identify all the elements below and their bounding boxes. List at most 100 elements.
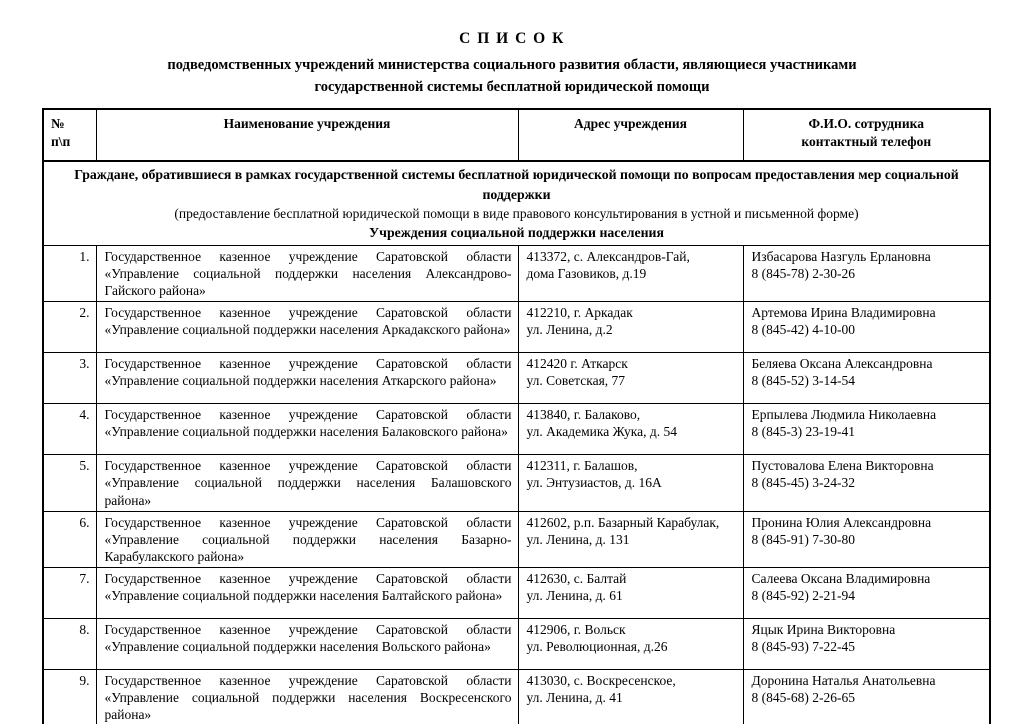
address-line-2: ул. Советская, 77 <box>526 373 626 389</box>
address-line-1: 412630, с. Балтай <box>526 571 627 587</box>
table-row: 8. Государственное казенное учреждение С… <box>42 618 991 671</box>
contact-info: Салеева Оксана Владимировна 8 (845-92) 2… <box>742 567 991 620</box>
contact-phone: 8 (845-45) 3-24-32 <box>751 475 855 491</box>
contact-info: Доронина Наталья Анатольевна 8 (845-68) … <box>742 669 991 724</box>
address-line-1: 413030, с. Воскресенское, <box>526 673 676 689</box>
institution-name: Государственное казенное учреждение Сара… <box>95 669 519 724</box>
contact-info: Артемова Ирина Владимировна 8 (845-42) 4… <box>742 301 991 354</box>
table-row: 1. Государственное казенное учреждение С… <box>42 244 991 303</box>
address-line-1: 412420 г. Аткарск <box>526 356 628 372</box>
address-line-2: дома Газовиков, д.19 <box>526 266 647 282</box>
institution-address: 413372, с. Александров-Гай, дома Газовик… <box>517 244 744 303</box>
header-institution-address: Адрес учреждения <box>517 108 744 162</box>
institution-address: 413840, г. Балаково, ул. Академика Жука,… <box>517 403 744 456</box>
header-institution-name: Наименование учреждения <box>95 108 519 162</box>
contact-info: Пронина Юлия Александровна 8 (845-91) 7-… <box>742 510 991 569</box>
section-subheading: Учреждения социальной поддержки населени… <box>369 225 664 241</box>
contact-info: Беляева Оксана Александровна 8 (845-52) … <box>742 352 991 405</box>
row-number: 6. <box>42 510 97 569</box>
institutions-table: № п\п Наименование учреждения Адрес учре… <box>42 108 991 724</box>
contact-phone: 8 (845-3) 23-19-41 <box>751 424 855 440</box>
table-row: 2. Государственное казенное учреждение С… <box>42 301 991 354</box>
institution-address: 412630, с. Балтай ул. Ленина, д. 61 <box>517 567 744 620</box>
contact-phone: 8 (845-93) 7-22-45 <box>751 639 855 655</box>
institution-name: Государственное казенное учреждение Сара… <box>95 567 519 620</box>
table-header-row: № п\п Наименование учреждения Адрес учре… <box>42 108 991 162</box>
contact-name: Доронина Наталья Анатольевна <box>751 673 936 689</box>
table-row: 9. Государственное казенное учреждение С… <box>42 669 991 724</box>
contact-phone: 8 (845-42) 4-10-00 <box>751 322 855 338</box>
section-header-row: Граждане, обратившиеся в рамках государс… <box>42 160 991 246</box>
institution-address: 412906, г. Вольск ул. Революционная, д.2… <box>517 618 744 671</box>
contact-name: Избасарова Назгуль Ерлановна <box>751 248 931 264</box>
row-number: 4. <box>42 403 97 456</box>
row-number: 2. <box>42 301 97 354</box>
table-row: 7. Государственное казенное учреждение С… <box>42 567 991 620</box>
table-row: 6. Государственное казенное учреждение С… <box>42 510 991 569</box>
address-line-2: ул. Энтузиастов, д. 16А <box>526 475 662 491</box>
address-line-1: 412602, р.п. Базарный Карабулак, <box>526 514 720 530</box>
contact-phone: 8 (845-78) 2-30-26 <box>751 266 855 282</box>
header-row-number: № п\п <box>42 108 97 162</box>
contact-name: Пустовалова Елена Викторовна <box>751 458 934 474</box>
institution-address: 412311, г. Балашов, ул. Энтузиастов, д. … <box>517 454 744 512</box>
table-row: 5. Государственное казенное учреждение С… <box>42 454 991 512</box>
document-title-block: С П И С О К подведомственных учреждений … <box>62 30 962 99</box>
contact-name: Беляева Оксана Александровна <box>751 356 933 372</box>
header-fio-line-1: Ф.И.О. сотрудника <box>808 116 924 131</box>
row-number: 3. <box>42 352 97 405</box>
institution-address: 412210, г. Аркадак ул. Ленина, д.2 <box>517 301 744 354</box>
institution-name: Государственное казенное учреждение Сара… <box>95 301 519 354</box>
address-line-1: 412906, г. Вольск <box>526 622 626 638</box>
address-line-1: 413840, г. Балаково, <box>526 407 641 423</box>
contact-name: Пронина Юлия Александровна <box>751 514 932 530</box>
subtitle-line-2: государственной системы бесплатной юриди… <box>314 78 710 95</box>
contact-phone: 8 (845-52) 3-14-54 <box>751 373 855 389</box>
row-number: 8. <box>42 618 97 671</box>
header-num-line-1: № <box>51 116 65 131</box>
contact-phone: 8 (845-68) 2-26-65 <box>751 690 855 706</box>
institution-name: Государственное казенное учреждение Сара… <box>95 454 519 512</box>
contact-phone: 8 (845-91) 7-30-80 <box>751 531 855 547</box>
address-line-1: 412311, г. Балашов, <box>526 458 638 474</box>
address-line-1: 412210, г. Аркадак <box>526 305 633 321</box>
contact-info: Избасарова Назгуль Ерлановна 8 (845-78) … <box>742 244 991 303</box>
institution-name: Государственное казенное учреждение Сара… <box>95 244 519 303</box>
contact-name: Яцык Ирина Викторовна <box>751 622 896 638</box>
document-title: С П И С О К <box>459 30 565 47</box>
row-number: 1. <box>42 244 97 303</box>
address-line-2: ул. Ленина, д.2 <box>526 322 613 338</box>
address-line-2: ул. Ленина, д. 131 <box>526 531 630 547</box>
header-fio-line-2: контактный телефон <box>801 134 932 150</box>
contact-info: Ерпылева Людмила Николаевна 8 (845-3) 23… <box>742 403 991 456</box>
contact-name: Артемова Ирина Владимировна <box>751 305 936 321</box>
table-row: 3. Государственное казенное учреждение С… <box>42 352 991 405</box>
document-subtitle: подведомственных учреждений министерства… <box>62 55 962 99</box>
row-number: 7. <box>42 567 97 620</box>
contact-name: Ерпылева Людмила Николаевна <box>751 407 937 423</box>
subtitle-line-1: подведомственных учреждений министерства… <box>167 57 857 73</box>
table-row: 4. Государственное казенное учреждение С… <box>42 403 991 456</box>
contact-phone: 8 (845-92) 2-21-94 <box>751 588 855 604</box>
section-note-text: (предоставление бесплатной юридической п… <box>174 206 859 222</box>
institution-name: Государственное казенное учреждение Сара… <box>95 403 519 456</box>
institution-address: 412420 г. Аткарск ул. Советская, 77 <box>517 352 744 405</box>
institution-address: 412602, р.п. Базарный Карабулак, ул. Лен… <box>517 510 744 569</box>
address-line-2: ул. Революционная, д.26 <box>526 639 668 655</box>
institution-name: Государственное казенное учреждение Сара… <box>95 352 519 405</box>
section-main-text: Граждане, обратившиеся в рамках государс… <box>74 167 959 202</box>
section-header-cell: Граждане, обратившиеся в рамках государс… <box>42 160 991 246</box>
contact-info: Пустовалова Елена Викторовна 8 (845-45) … <box>742 454 991 512</box>
institution-name: Государственное казенное учреждение Сара… <box>95 618 519 671</box>
address-line-2: ул. Академика Жука, д. 54 <box>526 424 678 440</box>
address-line-2: ул. Ленина, д. 41 <box>526 690 623 706</box>
contact-info: Яцык Ирина Викторовна 8 (845-93) 7-22-45 <box>742 618 991 671</box>
row-number: 5. <box>42 454 97 512</box>
header-contact: Ф.И.О. сотрудника контактный телефон <box>742 108 991 162</box>
address-line-1: 413372, с. Александров-Гай, <box>526 248 690 264</box>
contact-name: Салеева Оксана Владимировна <box>751 571 931 587</box>
institution-name: Государственное казенное учреждение Сара… <box>95 510 519 569</box>
row-number: 9. <box>42 669 97 724</box>
header-num-line-2: п\п <box>51 134 71 150</box>
